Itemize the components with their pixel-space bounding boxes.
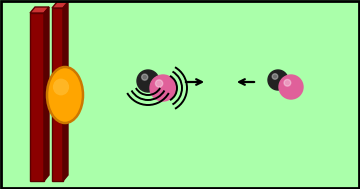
Circle shape: [272, 74, 278, 79]
Circle shape: [137, 70, 159, 92]
Polygon shape: [52, 2, 68, 8]
Circle shape: [279, 75, 303, 99]
Polygon shape: [44, 7, 49, 181]
Bar: [52, 8, 63, 181]
Ellipse shape: [53, 79, 69, 95]
Circle shape: [156, 80, 163, 87]
Circle shape: [150, 75, 176, 101]
Bar: [30, 13, 44, 181]
Ellipse shape: [47, 67, 83, 123]
Circle shape: [268, 70, 288, 90]
Circle shape: [141, 74, 148, 80]
Polygon shape: [63, 2, 68, 181]
Circle shape: [284, 79, 291, 86]
Polygon shape: [30, 7, 49, 13]
